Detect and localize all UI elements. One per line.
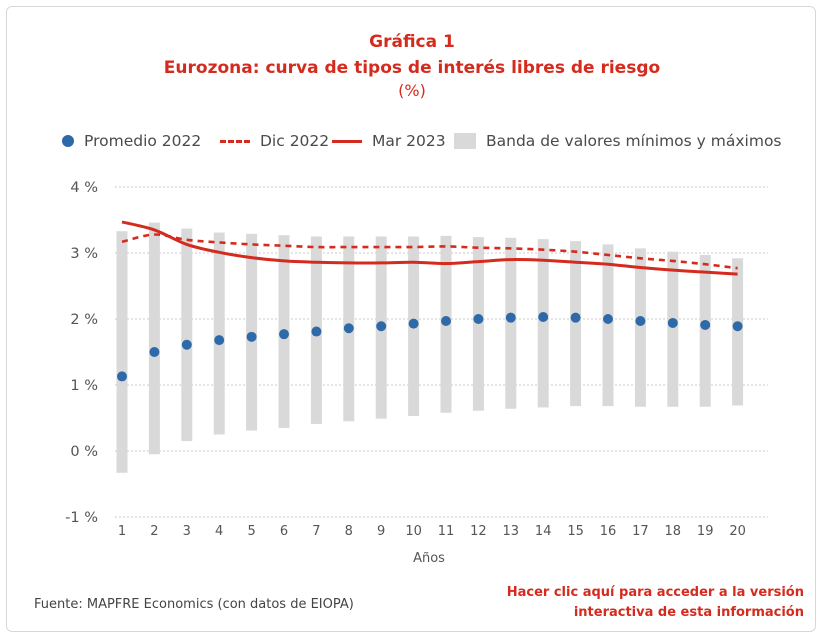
promedio-point — [505, 312, 516, 323]
band-bar — [181, 228, 193, 442]
y-tick-label: 1 % — [70, 378, 98, 394]
y-tick-label: 4 % — [70, 180, 98, 196]
x-tick-label: 20 — [729, 524, 746, 539]
y-tick-label: -1 % — [65, 510, 98, 526]
legend-dot-marker — [62, 135, 74, 147]
legend-item-promedio: Promedio 2022 — [62, 128, 201, 154]
x-tick-label: 10 — [405, 524, 422, 539]
band-bar — [570, 241, 582, 407]
band-bar — [602, 244, 614, 407]
x-tick-label: 6 — [280, 524, 288, 539]
x-tick-label: 2 — [150, 524, 158, 539]
x-axis-label: Años — [413, 551, 445, 566]
chart-number: Gráfica 1 — [369, 32, 455, 52]
legend-label-dic: Dic 2022 — [260, 132, 330, 150]
promedio-point — [214, 335, 225, 346]
x-tick-label: 9 — [377, 524, 385, 539]
x-tick-label: 5 — [247, 524, 255, 539]
promedio-point — [603, 314, 613, 324]
band-bar — [732, 258, 744, 406]
x-tick-label: 4 — [215, 524, 223, 539]
band-bar — [537, 239, 549, 408]
promedio-point — [441, 315, 451, 326]
promedio-point — [700, 319, 711, 330]
promedio-point — [279, 329, 289, 340]
y-tick-label: 2 % — [70, 312, 98, 328]
promedio-point — [149, 347, 160, 357]
legend-item-dic: Dic 2022 — [220, 128, 329, 154]
promedio-point — [117, 371, 127, 382]
x-tick-label: 11 — [438, 524, 455, 539]
source-note: Fuente: MAPFRE Economics (con datos de E… — [34, 597, 354, 612]
x-tick-label: 15 — [567, 524, 584, 539]
chart-title: Eurozona: curva de tipos de interés libr… — [163, 58, 661, 78]
x-tick-label: 17 — [632, 524, 649, 539]
promedio-point — [246, 331, 257, 342]
x-tick-label: 16 — [600, 524, 617, 539]
x-tick-label: 3 — [183, 524, 191, 539]
x-tick-label: 12 — [470, 524, 487, 539]
x-tick-label: 13 — [503, 524, 520, 539]
legend-label-mar: Mar 2023 — [372, 132, 446, 150]
legend-solid-line-marker — [332, 139, 362, 143]
chart-frame — [6, 6, 816, 632]
y-tick-label: 3 % — [70, 246, 98, 262]
y-tick-label: 0 % — [70, 444, 98, 460]
legend-band-marker — [454, 133, 476, 149]
promedio-point — [538, 312, 549, 323]
legend-item-banda: Banda de valores mínimos y máximos — [454, 128, 782, 154]
promedio-point — [570, 312, 581, 323]
interactive-version-link[interactable]: Hacer clic aquí para acceder a la versió… — [507, 583, 804, 623]
x-tick-label: 18 — [665, 524, 682, 539]
x-tick-label: 7 — [312, 524, 320, 539]
promedio-point — [343, 323, 354, 334]
promedio-point — [408, 318, 419, 329]
band-bar — [699, 254, 711, 407]
legend-item-mar: Mar 2023 — [332, 128, 446, 154]
promedio-point — [181, 339, 192, 350]
band-bar — [148, 222, 160, 455]
chart-unit: (%) — [398, 81, 426, 100]
series-line-dic-2022 — [121, 233, 738, 270]
link-line-1: Hacer clic aquí para acceder a la versió… — [506, 585, 804, 600]
legend-label-banda: Banda de valores mínimos y máximos — [486, 132, 782, 150]
legend-label-promedio: Promedio 2022 — [84, 132, 202, 150]
promedio-point — [635, 315, 646, 326]
promedio-point — [311, 326, 322, 337]
legend-dashed-line-marker — [220, 139, 250, 143]
band-bar — [213, 232, 225, 435]
band-bar — [116, 231, 128, 473]
x-tick-label: 8 — [345, 524, 353, 539]
legend: Promedio 2022 Dic 2022 Mar 2023 Banda de… — [0, 128, 824, 154]
x-tick-label: 19 — [697, 524, 714, 539]
band-bar — [634, 248, 646, 407]
band-bar — [667, 251, 679, 407]
band-bar — [505, 237, 517, 409]
promedio-point — [667, 317, 678, 328]
promedio-point — [732, 321, 743, 332]
link-line-2: interactiva de esta información — [573, 605, 804, 620]
promedio-point — [473, 314, 484, 324]
x-tick-label: 14 — [535, 524, 552, 539]
promedio-point — [376, 321, 387, 332]
series-line-mar-2023 — [121, 220, 738, 276]
x-tick-label: 1 — [118, 524, 126, 539]
